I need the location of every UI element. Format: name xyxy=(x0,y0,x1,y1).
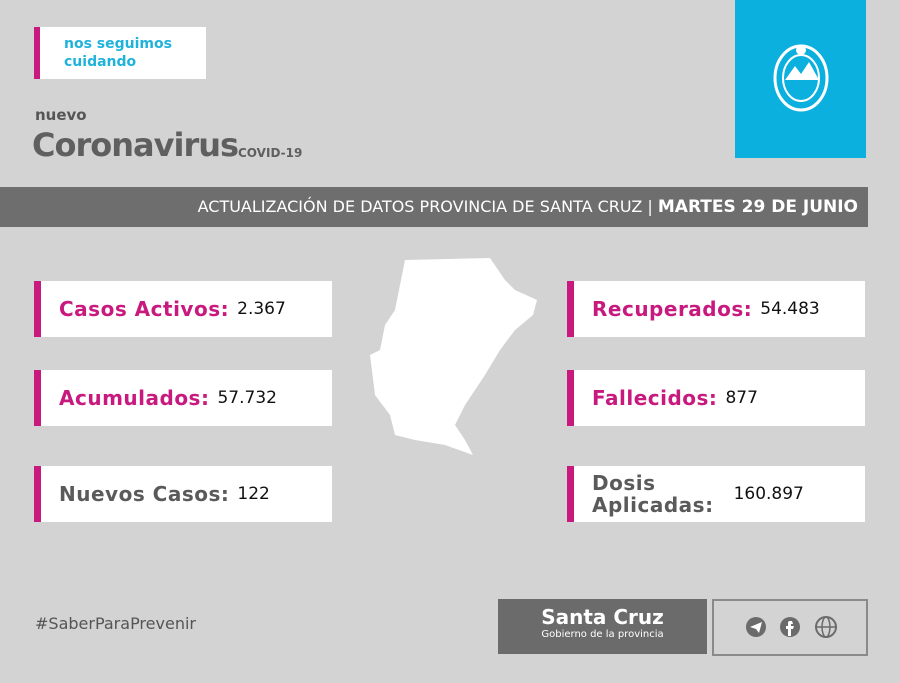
stat-box: Nuevos Casos: 122 xyxy=(34,466,332,522)
kicker: nuevo xyxy=(35,106,87,124)
tag-line: cuidando xyxy=(64,54,137,70)
stat-label-line: Aplicadas: xyxy=(592,493,714,517)
stat-value: 122 xyxy=(237,484,270,504)
banner-date: MARTES 29 DE JUNIO xyxy=(657,197,858,217)
tag-line: nos seguimos xyxy=(64,36,172,52)
stat-value: 2.367 xyxy=(237,299,286,319)
stat-box: Dosis Aplicadas: 160.897 xyxy=(567,466,865,522)
stat-label-line: Nuevos Casos: xyxy=(59,482,230,506)
stat-box: Recuperados: 54.483 xyxy=(567,281,865,337)
stat-value: 54.483 xyxy=(760,299,820,319)
banner: ACTUALIZACIÓN DE DATOS PROVINCIA DE SANT… xyxy=(0,187,868,227)
brand-sub: Gobierno de la provincia xyxy=(541,629,664,640)
stat-label: Dosis Aplicadas: xyxy=(592,472,714,516)
stat-label: Recuperados: xyxy=(592,298,752,320)
title: Coronavirus xyxy=(32,126,239,164)
stat-value: 877 xyxy=(725,388,758,408)
stat-label-line: Recuperados: xyxy=(592,297,753,321)
stat-label-line: Fallecidos: xyxy=(592,386,718,410)
stat-box: Acumulados: 57.732 xyxy=(34,370,332,426)
emblem-panel xyxy=(735,0,866,158)
stat-label: Acumulados: xyxy=(59,387,209,409)
social-icons xyxy=(712,599,868,656)
stat-value: 160.897 xyxy=(733,484,804,504)
stat-label-line: Dosis xyxy=(592,471,656,495)
hashtag: #SaberParaPrevenir xyxy=(35,614,196,633)
emblem xyxy=(773,44,829,112)
subtitle: COVID-19 xyxy=(238,146,303,160)
stat-label: Fallecidos: xyxy=(592,387,717,409)
banner-text: ACTUALIZACIÓN DE DATOS PROVINCIA DE SANT… xyxy=(197,197,653,216)
map xyxy=(370,258,537,455)
icons xyxy=(746,616,837,638)
stat-label: Nuevos Casos: xyxy=(59,483,229,505)
stat-label-line: Casos Activos: xyxy=(59,297,230,321)
stat-label-line: Acumulados: xyxy=(59,386,210,410)
stat-box: Casos Activos: 2.367 xyxy=(34,281,332,337)
stat-label: Casos Activos: xyxy=(59,298,229,320)
stat-value: 57.732 xyxy=(217,388,277,408)
tag: nos seguimos cuidando xyxy=(34,27,206,79)
stat-box: Fallecidos: 877 xyxy=(567,370,865,426)
brand-name: Santa Cruz xyxy=(541,605,664,629)
brand: Santa Cruz Gobierno de la provincia xyxy=(498,599,707,654)
